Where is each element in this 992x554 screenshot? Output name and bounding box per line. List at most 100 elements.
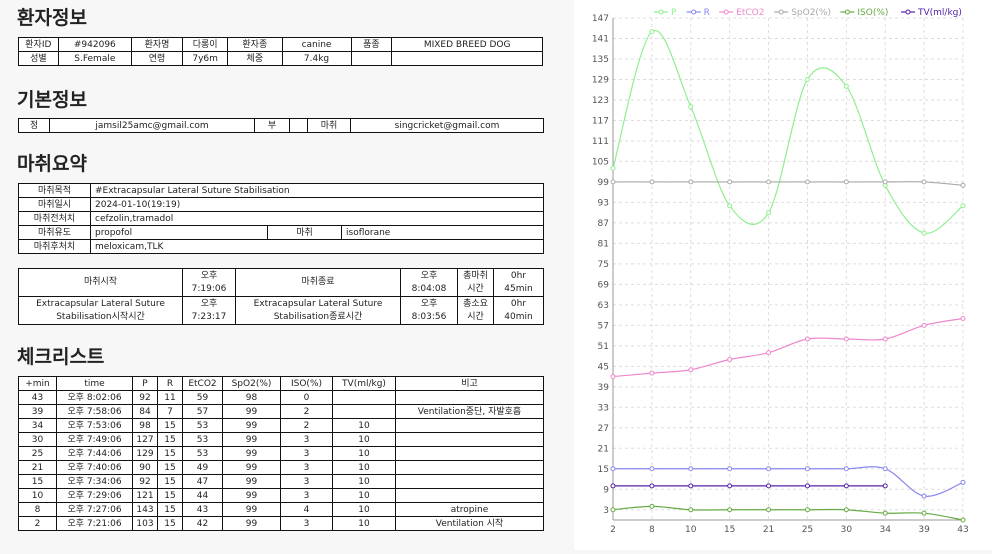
y-tick-label: 93 [598,198,609,208]
cell-p: 90 [132,460,158,475]
legend-marker-r [691,9,697,15]
data-point-p [727,203,733,209]
checklist-body: 43 오후 8:02:06 92 11 59 98 0 39 오후 7:58:06 84 7 57 99… [18,390,544,531]
cell-note [395,446,544,461]
cell-tv: 10 [332,460,396,475]
checklist-row: 10 오후 7:29:06 121 15 44 99 3 10 [18,488,544,503]
x-tick-label: 34 [879,525,891,535]
data-point-etco2 [960,316,966,322]
data-point-etco2 [843,336,849,342]
basic-secondary-value [289,118,308,133]
cell-tv: 10 [332,474,396,489]
data-point-r [843,466,849,472]
basic-anesthesia-label: 마취 [307,118,351,133]
cell-spo2: 99 [222,418,281,433]
data-point-etco2 [766,350,772,356]
data-point-tv-ml-kg [649,483,655,489]
cell-iso: 0 [280,390,333,405]
cell-p: 143 [132,502,158,517]
data-point-r [688,466,694,472]
cell-min: 2 [18,516,57,531]
cell-time: 오후 7:34:06 [56,474,133,489]
y-tick-label: 123 [592,96,609,106]
checklist-row: 8 오후 7:27:06 143 15 43 99 4 10 atropine [18,502,544,517]
cell-note: Ventilation 시작 [395,516,544,531]
y-tick-label: 45 [598,362,609,372]
cell-p: 103 [132,516,158,531]
basic-info-row: 정 jamsil25amc@gmail.com 부 마취 singcricket… [18,118,544,133]
y-tick-label: 21 [598,444,609,454]
cell-time: 오후 7:29:06 [56,488,133,503]
legend-marker-tv-ml-kg [905,9,911,15]
cell-note [395,460,544,475]
cell-min: 30 [18,432,57,447]
series-line-iso [612,505,964,521]
x-tick-label: 21 [763,525,774,535]
cell-spo2: 99 [222,474,281,489]
y-tick-label: 69 [598,280,610,290]
y-tick-label: 111 [592,137,609,147]
patient-sex-label: 성별 [18,51,59,66]
patient-breed-label: 품종 [350,37,393,52]
cell-min: 15 [18,474,57,489]
cell-iso: 4 [280,502,333,517]
cell-r: 15 [157,488,183,503]
maintenance-value: isoflorane [340,225,545,240]
y-tick-label: 135 [592,55,609,65]
section-title-patient: 환자정보 [17,7,87,29]
data-point-p [766,210,772,216]
data-point-r [727,466,733,472]
cell-min: 34 [18,418,57,433]
cell-p: 92 [132,474,158,489]
data-point-spo2 [843,179,849,185]
legend-marker-etco2 [723,9,729,15]
legend-label-r: R [704,8,710,18]
checklist-row: 21 오후 7:40:06 90 15 49 99 3 10 [18,460,544,475]
data-point-tv-ml-kg [688,483,694,489]
data-point-etco2 [649,370,655,376]
x-tick-label: 39 [918,525,930,535]
cell-time: 오후 7:49:06 [56,432,133,447]
data-point-iso [727,507,733,513]
legend-marker-iso [844,9,850,15]
basic-primary-label: 정 [18,118,50,133]
cell-note [395,418,544,433]
data-point-p [804,76,810,82]
cell-note [395,474,544,489]
postmed-label: 마취후처치 [18,239,91,254]
series-line-r [613,466,964,497]
checklist-table: +min time P R EtCO2 SpO2(%) ISO(%) TV(ml… [18,376,544,531]
x-tick-label: 25 [802,525,813,535]
data-point-iso [766,507,772,513]
surgery-start-time: 오후 7:23:17 [182,296,236,325]
cell-iso: 3 [280,474,333,489]
series-line-spo2 [613,181,964,186]
data-point-iso [843,507,849,513]
data-point-r [649,466,655,472]
cell-p: 92 [132,390,158,405]
total-anesthesia-label: 총마취 시간 [457,268,494,297]
total-anesthesia-value: 0hr 45min [493,268,544,297]
data-point-iso [921,510,927,516]
y-tick-label: 39 [598,383,610,393]
date-value: 2024-01-10(19:19) [89,197,545,212]
patient-weight-value: 7.4kg [281,51,352,66]
y-tick-label: 15 [598,465,609,475]
data-point-r [804,466,810,472]
cell-spo2: 99 [222,516,281,531]
cell-r: 15 [157,460,183,475]
summary-row-premed: 마취전처치 cefzolin,tramadol [18,211,545,226]
data-point-etco2 [921,322,927,328]
data-point-etco2 [610,374,616,380]
x-tick-label: 43 [957,525,968,535]
legend-label-tv-ml-kg: TV(ml/kg) [917,8,962,18]
cell-spo2: 99 [222,404,281,419]
data-point-spo2 [727,179,733,185]
cell-etco2: 53 [182,418,223,433]
x-tick-label: 8 [649,525,655,535]
data-point-etco2 [727,356,733,362]
vitals-line-chart: P R EtCO2 SpO2(%) ISO(%) TV(ml/kg) 3915212733… [592,8,969,535]
data-point-tv-ml-kg [882,483,888,489]
vitals-chart-panel: P R EtCO2 SpO2(%) ISO(%) TV(ml/kg) 3 9 15 21 27 33… [574,0,992,550]
patient-empty-cell [391,51,543,66]
